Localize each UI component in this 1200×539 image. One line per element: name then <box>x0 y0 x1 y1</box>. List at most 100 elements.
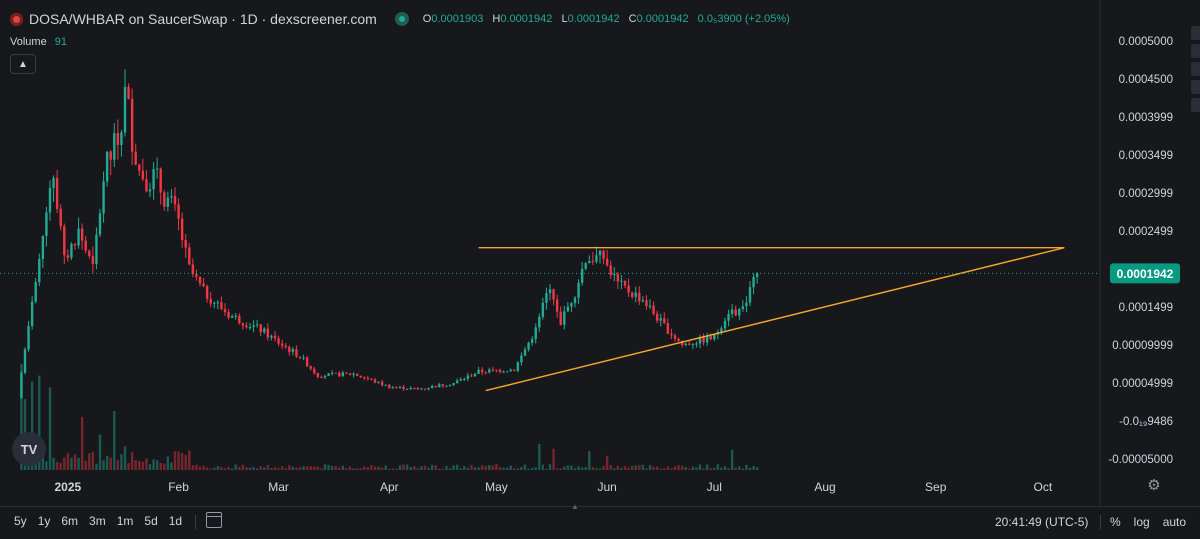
volume-bar <box>684 467 687 470</box>
candle-body <box>248 327 252 329</box>
candle-body <box>313 368 316 373</box>
volume-bar <box>516 468 520 470</box>
volume-bar <box>52 457 55 470</box>
volume-bar <box>491 465 495 470</box>
volume-bar <box>209 468 212 470</box>
x-tick-label: Apr <box>380 480 399 494</box>
candle-body <box>423 388 427 390</box>
volume-bar <box>502 467 505 470</box>
candle-body <box>30 301 34 326</box>
volume-bar <box>695 467 698 470</box>
resize-handle-icon[interactable]: ▲ <box>571 502 579 511</box>
candle-body <box>198 276 202 284</box>
y-tick-label: 0.0004500 <box>1119 74 1173 86</box>
volume-bar <box>545 468 548 470</box>
candle-body <box>195 273 198 277</box>
y-tick-label: 0.0003499 <box>1119 150 1173 162</box>
calendar-icon[interactable] <box>206 512 222 528</box>
candle-body <box>388 384 391 389</box>
volume-bar <box>155 460 159 470</box>
price-chart[interactable]: 0.0005000 0.0004500 0.0003999 0.0003499 0.00… <box>0 0 1200 506</box>
y-tick-label: -0.0₁₉9486 <box>1119 416 1173 428</box>
volume-bar <box>423 465 427 470</box>
side-tool-4[interactable] <box>1191 80 1200 94</box>
candle-body <box>713 334 716 340</box>
candle-body <box>284 345 287 348</box>
volume-bar <box>113 411 116 470</box>
candle-body <box>623 280 627 286</box>
candle-body <box>41 235 45 259</box>
timeframe-5d[interactable]: 5d <box>144 514 158 528</box>
candle-body <box>120 132 123 145</box>
timeframe-buttons: 5y 1y 6m 3m 1m 5d 1d <box>14 514 182 528</box>
side-tool-2[interactable] <box>1191 44 1200 58</box>
timeframe-1d[interactable]: 1d <box>168 514 183 528</box>
volume-bar <box>138 460 141 470</box>
candle-body <box>616 274 620 282</box>
candle-body <box>166 197 170 207</box>
candle-body <box>391 387 395 389</box>
volume-bar <box>477 467 480 470</box>
candle-body <box>152 169 155 190</box>
timeframe-6m[interactable]: 6m <box>61 514 79 528</box>
candle-body <box>109 151 112 160</box>
volume-bar <box>238 466 241 470</box>
volume-bar <box>495 464 498 470</box>
candle-body <box>95 234 98 265</box>
volume-bar <box>588 451 591 470</box>
volume-bar <box>159 462 162 470</box>
volume-bar <box>180 452 184 470</box>
candle-body <box>555 299 559 312</box>
candle-body <box>138 164 141 171</box>
volume-bar <box>755 467 759 470</box>
log-scale-button[interactable]: log <box>1133 515 1150 529</box>
candle-body <box>370 378 373 380</box>
candle-body <box>38 258 41 283</box>
volume-bar <box>88 453 91 470</box>
candle-body <box>705 336 709 343</box>
candle-body <box>209 298 212 304</box>
x-tick-label: Oct <box>1034 480 1053 494</box>
side-tool-1[interactable] <box>1191 26 1200 40</box>
bottom-toolbar: ▲ 5y 1y 6m 3m 1m 5d 1d 20:41:49 (UTC-5) … <box>0 502 1200 539</box>
candle-body <box>634 292 637 297</box>
candle-body <box>288 347 291 352</box>
timeframe-5y[interactable]: 5y <box>14 514 27 528</box>
candle-body <box>548 289 552 294</box>
tradingview-logo[interactable]: TV <box>12 432 46 466</box>
candle-body <box>88 250 91 256</box>
volume-bar <box>366 467 370 470</box>
candle-body <box>480 369 484 373</box>
timeframe-3m[interactable]: 3m <box>89 514 106 528</box>
gear-icon[interactable]: ⚙ <box>1147 477 1161 494</box>
candle-body <box>727 313 730 321</box>
side-tool-3[interactable] <box>1191 62 1200 76</box>
candle-body <box>438 384 441 388</box>
volume-bar <box>30 381 34 470</box>
candle-body <box>538 316 541 328</box>
ohlc-close-value: 0.0001942 <box>636 13 689 25</box>
candle-body <box>416 387 420 389</box>
auto-scale-button[interactable]: auto <box>1162 515 1187 529</box>
y-tick-label: -0.00005000 <box>1108 454 1173 466</box>
candle-body <box>55 177 59 209</box>
volume-bar <box>416 468 420 470</box>
volume-bar <box>223 468 227 470</box>
percent-scale-button[interactable]: % <box>1110 515 1121 529</box>
candle-body <box>359 375 362 378</box>
volume-bar <box>484 466 487 470</box>
timeframe-1m[interactable]: 1m <box>116 514 134 528</box>
candle-body <box>741 306 745 309</box>
collapse-legend-button[interactable]: ▲ <box>10 54 36 74</box>
candle-body <box>459 379 462 381</box>
volume-bar <box>541 464 545 470</box>
volume-bar <box>445 465 448 470</box>
side-tool-5[interactable] <box>1191 98 1200 112</box>
side-toolbar <box>1191 26 1200 116</box>
timeframe-1y[interactable]: 1y <box>37 514 51 528</box>
candle-body <box>591 260 595 262</box>
candle-body <box>238 315 241 324</box>
volume-bar <box>163 463 166 470</box>
candle-body <box>334 372 337 374</box>
volume-bar <box>527 468 530 470</box>
